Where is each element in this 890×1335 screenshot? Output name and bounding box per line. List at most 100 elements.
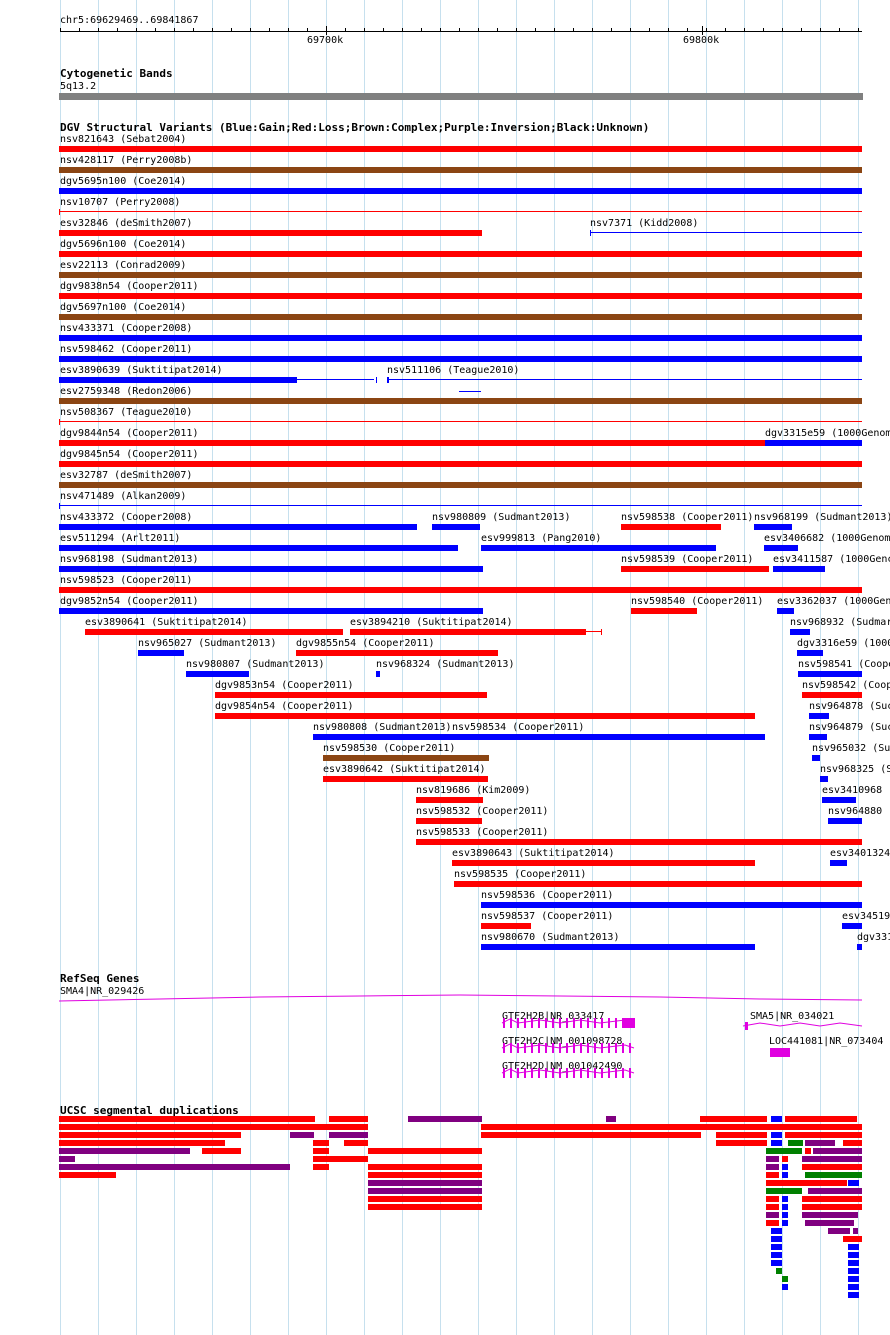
- exon[interactable]: [566, 1043, 568, 1053]
- dgv-feature-bar[interactable]: [59, 377, 297, 383]
- dgv-feature-label[interactable]: esv3890641 (Suktitipat2014): [85, 617, 248, 628]
- exon[interactable]: [573, 1068, 575, 1078]
- dgv-feature-label[interactable]: esv3890642 (Suktitipat2014): [323, 764, 486, 775]
- dgv-feature-label[interactable]: nsv598534 (Cooper2011): [452, 722, 585, 733]
- dgv-feature-bar[interactable]: [481, 944, 755, 950]
- dgv-feature-label[interactable]: dgv331: [857, 932, 890, 943]
- segdup-feature-bar[interactable]: [848, 1284, 859, 1290]
- dgv-feature-bar[interactable]: [454, 881, 862, 887]
- segdup-feature-bar[interactable]: [59, 1156, 75, 1162]
- dgv-feature-bar[interactable]: [481, 545, 716, 551]
- dgv-feature-bar[interactable]: [754, 524, 792, 530]
- dgv-feature-label[interactable]: nsv7371 (Kidd2008): [590, 218, 699, 229]
- dgv-feature-bar[interactable]: [59, 293, 862, 299]
- segdup-feature-bar[interactable]: [766, 1204, 779, 1210]
- dgv-feature-label[interactable]: nsv598536 (Cooper2011): [481, 890, 614, 901]
- segdup-feature-bar[interactable]: [329, 1156, 368, 1162]
- dgv-feature-label[interactable]: dgv5697n100 (Coe2014): [60, 302, 187, 313]
- dgv-feature-bar[interactable]: [59, 146, 862, 152]
- dgv-feature-label[interactable]: nsv980809 (Sudmant2013): [432, 512, 571, 523]
- segdup-feature-bar[interactable]: [59, 1140, 225, 1146]
- segdup-feature-bar[interactable]: [606, 1116, 616, 1122]
- dgv-feature-bar[interactable]: [842, 923, 862, 929]
- segdup-feature-bar[interactable]: [853, 1228, 858, 1234]
- exon[interactable]: [524, 1018, 526, 1028]
- segdup-feature-bar[interactable]: [813, 1148, 862, 1154]
- dgv-feature-label[interactable]: nsv598530 (Cooper2011): [323, 743, 456, 754]
- segdup-feature-bar[interactable]: [202, 1148, 241, 1154]
- exon[interactable]: [531, 1043, 533, 1053]
- dgv-feature-label[interactable]: nsv598540 (Cooper2011): [631, 596, 764, 607]
- segdup-feature-bar[interactable]: [788, 1140, 803, 1146]
- exon[interactable]: [524, 1043, 526, 1053]
- exon[interactable]: [580, 1018, 582, 1028]
- dgv-feature-bar[interactable]: [773, 566, 825, 572]
- dgv-feature-label[interactable]: dgv9844n54 (Cooper2011): [60, 428, 199, 439]
- segdup-feature-bar[interactable]: [782, 1276, 788, 1282]
- dgv-feature-bar[interactable]: [621, 566, 769, 572]
- segdup-feature-bar[interactable]: [782, 1284, 788, 1290]
- refseq-gene-label[interactable]: SMA4|NR_029426: [60, 986, 145, 997]
- dgv-feature-bar[interactable]: [798, 671, 862, 677]
- dgv-feature-bar[interactable]: [59, 587, 862, 593]
- dgv-feature-label[interactable]: nsv598539 (Cooper2011): [621, 554, 754, 565]
- segdup-feature-bar[interactable]: [785, 1132, 862, 1138]
- dgv-feature-label[interactable]: nsv964878 (Suc: [809, 701, 890, 712]
- segdup-feature-bar[interactable]: [848, 1180, 859, 1186]
- segdup-feature-bar[interactable]: [313, 1164, 329, 1170]
- exon[interactable]: [566, 1018, 568, 1028]
- exon[interactable]: [629, 1043, 631, 1053]
- dgv-feature-label[interactable]: nsv968198 (Sudmant2013): [60, 554, 199, 565]
- dgv-feature-label[interactable]: esv32787 (deSmith2007): [60, 470, 193, 481]
- dgv-feature-label[interactable]: nsv598532 (Cooper2011): [416, 806, 549, 817]
- dgv-feature-bar[interactable]: [820, 776, 828, 782]
- exon[interactable]: [615, 1043, 617, 1053]
- segdup-feature-bar[interactable]: [329, 1132, 368, 1138]
- dgv-feature-label[interactable]: nsv980807 (Sudmant2013): [186, 659, 325, 670]
- exon[interactable]: [552, 1018, 554, 1028]
- dgv-feature-label[interactable]: nsv980808 (Sudmant2013): [313, 722, 452, 733]
- exon[interactable]: [622, 1043, 624, 1053]
- segdup-feature-bar[interactable]: [802, 1156, 862, 1162]
- dgv-feature-label[interactable]: esv3894210 (Suktitipat2014): [350, 617, 513, 628]
- exon[interactable]: [587, 1018, 589, 1028]
- dgv-feature-bar[interactable]: [215, 713, 755, 719]
- exon[interactable]: [615, 1018, 617, 1028]
- segdup-feature-bar[interactable]: [766, 1220, 779, 1226]
- segdup-feature-bar[interactable]: [805, 1172, 862, 1178]
- dgv-feature-bar[interactable]: [59, 608, 483, 614]
- segdup-feature-bar[interactable]: [290, 1132, 314, 1138]
- dgv-feature-bar[interactable]: [59, 440, 765, 446]
- dgv-feature-label[interactable]: esv3401324: [830, 848, 890, 859]
- dgv-feature-bar[interactable]: [59, 272, 862, 278]
- segdup-feature-bar[interactable]: [766, 1172, 779, 1178]
- segdup-feature-bar[interactable]: [782, 1164, 788, 1170]
- dgv-feature-bar[interactable]: [59, 230, 482, 236]
- dgv-feature-label[interactable]: nsv598542 (Coop: [802, 680, 890, 691]
- exon[interactable]: [545, 1043, 547, 1053]
- segdup-feature-bar[interactable]: [771, 1116, 782, 1122]
- segdup-feature-bar[interactable]: [848, 1252, 859, 1258]
- dgv-feature-bar[interactable]: [765, 440, 862, 446]
- dgv-feature-label[interactable]: dgv9853n54 (Cooper2011): [215, 680, 354, 691]
- dgv-feature-label[interactable]: nsv968324 (Sudmant2013): [376, 659, 515, 670]
- dgv-feature-bar[interactable]: [59, 356, 862, 362]
- dgv-feature-label[interactable]: nsv964879 (Suc: [809, 722, 890, 733]
- dgv-feature-bar[interactable]: [313, 734, 483, 740]
- exon[interactable]: [745, 1022, 748, 1030]
- dgv-feature-label[interactable]: nsv433372 (Cooper2008): [60, 512, 193, 523]
- segdup-feature-bar[interactable]: [805, 1148, 811, 1154]
- segdup-feature-bar[interactable]: [802, 1196, 862, 1202]
- dgv-feature-bar[interactable]: [323, 755, 489, 761]
- dgv-feature-bar[interactable]: [432, 524, 480, 530]
- segdup-feature-bar[interactable]: [776, 1268, 782, 1274]
- dgv-feature-bar[interactable]: [59, 545, 458, 551]
- dgv-feature-bar[interactable]: [350, 629, 586, 635]
- segdup-feature-bar[interactable]: [408, 1116, 482, 1122]
- segdup-feature-bar[interactable]: [329, 1116, 368, 1122]
- exon[interactable]: [517, 1018, 519, 1028]
- segdup-feature-bar[interactable]: [848, 1260, 859, 1266]
- exon[interactable]: [615, 1068, 617, 1078]
- refseq-gene-label[interactable]: LOC441081|NR_073404: [769, 1036, 884, 1047]
- dgv-feature-bar[interactable]: [802, 692, 862, 698]
